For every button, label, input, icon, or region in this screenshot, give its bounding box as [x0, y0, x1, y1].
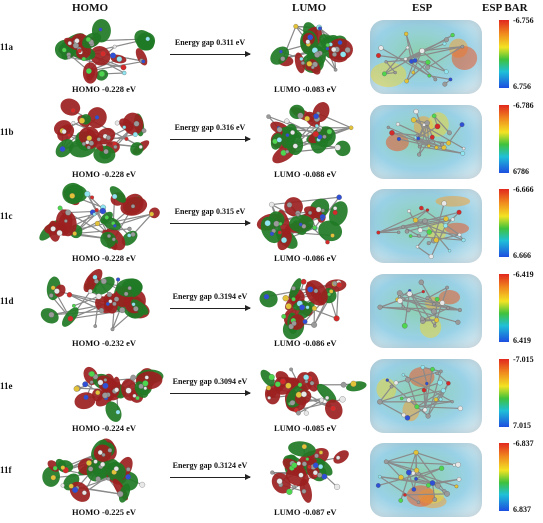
homo-orbital-image [36, 16, 166, 82]
figure-row: 11c HOMO -0.228 eV Energy gap 0.315 eV L… [0, 183, 543, 269]
esp-bar-max: -6.786 [513, 101, 534, 110]
esp-bar-min: 6.756 [513, 82, 531, 91]
homo-orbital-image [36, 101, 166, 167]
homo-energy: HOMO -0.225 eV [72, 507, 136, 517]
esp-bar-max: -6.756 [513, 16, 534, 25]
header-homo: HOMO [72, 2, 108, 14]
esp-color-bar [499, 105, 509, 173]
homo-energy: HOMO -0.228 eV [72, 253, 136, 263]
esp-molecule-overlay [370, 443, 482, 517]
esp-molecule-overlay [370, 20, 482, 94]
esp-molecule-overlay [370, 274, 482, 348]
esp-color-bar [499, 443, 509, 511]
lumo-orbital-image [250, 16, 370, 82]
figure-row: 11b HOMO -0.228 eV Energy gap 0.316 eV L… [0, 99, 543, 185]
esp-bar-max: -6.419 [513, 270, 534, 279]
gap-arrow [170, 223, 250, 224]
esp-color-bar [499, 20, 509, 88]
esp-bar-max: -6.666 [513, 185, 534, 194]
esp-bar-min: 6.666 [513, 251, 531, 260]
esp-molecule-overlay [370, 359, 482, 433]
gap-arrow [170, 477, 250, 478]
homo-orbital-image [36, 270, 166, 336]
compound-label: 11d [0, 296, 30, 306]
energy-gap: Energy gap 0.3194 eV [168, 292, 252, 301]
energy-gap: Energy gap 0.316 eV [168, 123, 252, 132]
esp-molecule-overlay [370, 189, 482, 263]
compound-label: 11b [0, 127, 30, 137]
homo-energy: HOMO -0.232 eV [72, 338, 136, 348]
gap-arrow [170, 54, 250, 55]
compound-label: 11f [0, 465, 30, 475]
esp-bar-max: -6.837 [513, 439, 534, 448]
lumo-orbital-image [250, 270, 370, 336]
energy-gap: Energy gap 0.3094 eV [168, 377, 252, 386]
lumo-orbital-image [250, 185, 370, 251]
figure-row: 11e HOMO -0.224 eV Energy gap 0.3094 eV … [0, 353, 543, 439]
lumo-orbital-image [250, 355, 370, 421]
lumo-energy: LUMO -0.086 eV [274, 338, 337, 348]
esp-bar-min: 6.419 [513, 336, 531, 345]
homo-orbital-image [36, 185, 166, 251]
esp-molecule-overlay [370, 105, 482, 179]
homo-energy: HOMO -0.228 eV [72, 169, 136, 179]
esp-bar-max: -7.015 [513, 355, 534, 364]
gap-arrow [170, 393, 250, 394]
lumo-orbital-image [250, 439, 370, 505]
energy-gap: Energy gap 0.311 eV [168, 38, 252, 47]
esp-color-bar [499, 274, 509, 342]
compound-label: 11c [0, 211, 30, 221]
lumo-energy: LUMO -0.087 eV [274, 507, 337, 517]
compound-label: 11a [0, 42, 30, 52]
figure-row: 11d HOMO -0.232 eV Energy gap 0.3194 eV … [0, 268, 543, 354]
figure-row: 11a HOMO -0.228 eV Energy gap 0.311 eV L… [0, 14, 543, 100]
energy-gap: Energy gap 0.3124 eV [168, 461, 252, 470]
homo-orbital-image [36, 439, 166, 505]
compound-label: 11e [0, 381, 30, 391]
gap-arrow [170, 139, 250, 140]
homo-energy: HOMO -0.224 eV [72, 423, 136, 433]
homo-orbital-image [36, 355, 166, 421]
esp-color-bar [499, 359, 509, 427]
header-esp: ESP [412, 2, 432, 14]
lumo-orbital-image [250, 101, 370, 167]
lumo-energy: LUMO -0.085 eV [274, 423, 337, 433]
esp-bar-min: 6786 [513, 167, 529, 176]
homo-energy: HOMO -0.228 eV [72, 84, 136, 94]
esp-bar-min: 6.837 [513, 505, 531, 514]
gap-arrow [170, 308, 250, 309]
header-lumo: LUMO [292, 2, 326, 14]
lumo-energy: LUMO -0.088 eV [274, 169, 337, 179]
lumo-energy: LUMO -0.083 eV [274, 84, 337, 94]
esp-bar-min: 7.015 [513, 421, 531, 430]
lumo-energy: LUMO -0.086 eV [274, 253, 337, 263]
energy-gap: Energy gap 0.315 eV [168, 207, 252, 216]
header-esp-bar: ESP BAR [482, 2, 528, 14]
esp-color-bar [499, 189, 509, 257]
figure-row: 11f HOMO -0.225 eV Energy gap 0.3124 eV … [0, 437, 543, 523]
